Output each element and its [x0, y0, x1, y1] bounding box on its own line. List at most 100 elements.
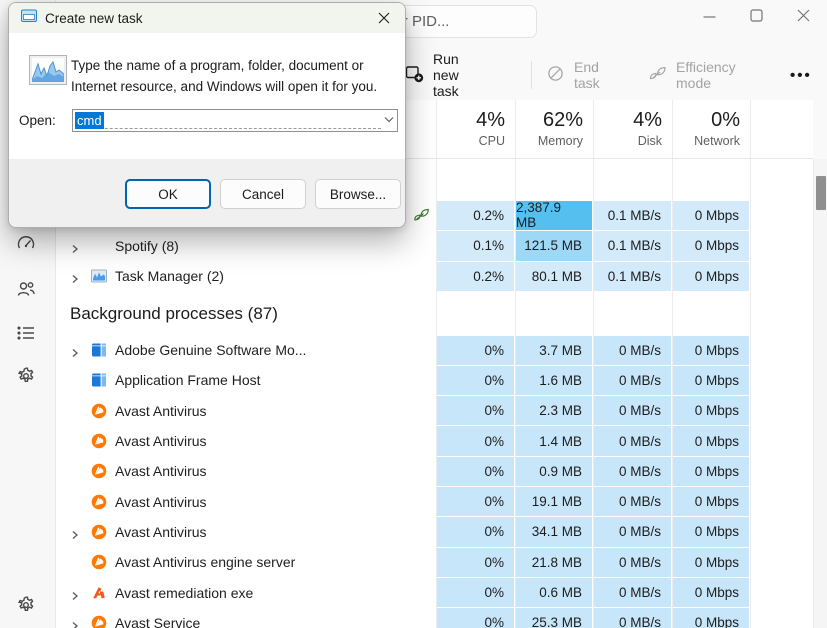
cpu-cell: 0.2% [437, 261, 514, 291]
efficiency-mode-icon [648, 64, 667, 86]
disk-cell: 0 MB/s [594, 335, 671, 365]
chevron-right-icon[interactable] [70, 345, 80, 358]
process-name: Avast Service [115, 614, 201, 628]
process-row[interactable]: Avast Antivirus 0% 19.1 MB 0 MB/s 0 Mbps [56, 487, 813, 517]
cpu-cell: 0% [437, 487, 514, 517]
process-rows: Background processes (87) 0.2% 2,387.9 MB… [56, 100, 813, 628]
cpu-cell: 0% [437, 365, 514, 396]
network-cell: 0 Mbps [673, 426, 749, 456]
process-row[interactable]: Avast Antivirus 0% 2.3 MB 0 MB/s 0 Mbps [56, 396, 813, 426]
ok-button[interactable]: OK [125, 179, 211, 209]
process-row[interactable]: Application Frame Host 0% 1.6 MB 0 MB/s 0 Mb… [56, 365, 813, 396]
dialog-title: Create new task [45, 10, 143, 26]
scrollbar-thumb[interactable] [816, 176, 826, 210]
dialog-app-icon [21, 9, 37, 28]
run-new-task-button[interactable]: Run new task [405, 51, 459, 99]
open-combobox[interactable]: cmd [72, 109, 398, 132]
column-header-cpu[interactable]: 4% CPU [436, 100, 515, 157]
process-row[interactable]: Adobe Genuine Software Mo... 0% 3.7 MB 0 MB… [56, 335, 813, 365]
column-header-disk[interactable]: 4% Disk [593, 100, 672, 157]
process-row[interactable]: Task Manager (2) 0.2% 80.1 MB 0.1 MB/s 0 Mbp… [56, 261, 813, 292]
network-cell: 0 Mbps [673, 335, 749, 365]
process-row[interactable]: 0.2% 2,387.9 MB 0.1 MB/s 0 Mbps [56, 200, 813, 230]
sidebar-item-users[interactable] [15, 278, 37, 300]
dialog-titlebar[interactable]: Create new task [9, 3, 405, 33]
process-name: Avast Antivirus [115, 433, 207, 450]
memory-cell: 1.6 MB [516, 365, 592, 396]
process-name-cell[interactable]: Avast Antivirus [56, 517, 435, 546]
dialog-close-icon[interactable] [375, 9, 393, 27]
cpu-cell: 0% [437, 517, 514, 547]
grid-line [593, 100, 594, 628]
memory-percent: 62% [542, 109, 583, 131]
process-name-cell[interactable]: Avast remediation exe [56, 578, 435, 607]
close-button[interactable] [795, 6, 811, 24]
process-name-cell[interactable]: Avast Antivirus [56, 396, 435, 425]
leaf-icon [412, 206, 430, 224]
cpu-cell: 0.2% [437, 200, 514, 230]
process-row[interactable]: Avast Service 0% 25.3 MB 0 MB/s 0 Mbps [56, 608, 813, 628]
process-name-cell[interactable]: Avast Antivirus [56, 457, 435, 486]
run-new-task-label: Run new task [433, 51, 459, 99]
cpu-cell: 0% [437, 335, 514, 365]
task-manager-chart-icon [29, 55, 67, 85]
grid-line [750, 100, 751, 628]
disk-percent: 4% [633, 109, 662, 131]
cancel-button[interactable]: Cancel [220, 179, 306, 209]
process-name-cell[interactable]: Avast Antivirus [56, 426, 435, 455]
end-task-button[interactable]: End task [546, 59, 600, 91]
chevron-right-icon[interactable] [70, 241, 80, 253]
sidebar-item-details[interactable] [15, 322, 37, 344]
avast-icon [91, 494, 107, 510]
process-row[interactable]: Spotify (8) 0.1% 121.5 MB 0.1 MB/s 0 Mbps [56, 231, 813, 261]
process-row[interactable]: Avast Antivirus 0% 34.1 MB 0 MB/s 0 Mbps [56, 517, 813, 547]
process-name-cell[interactable]: Task Manager (2) [56, 262, 435, 292]
cpu-cell: 0% [437, 396, 514, 426]
memory-cell: 2.3 MB [516, 396, 592, 426]
chevron-right-icon[interactable] [70, 618, 80, 628]
more-options-button[interactable]: ••• [790, 67, 812, 84]
chevron-right-icon[interactable] [70, 527, 80, 539]
process-name-cell[interactable]: Avast Service [56, 608, 435, 628]
run-new-task-icon [405, 64, 424, 86]
memory-cell: 34.1 MB [516, 517, 592, 547]
chevron-right-icon[interactable] [70, 271, 80, 284]
column-header-network[interactable]: 0% Network [672, 100, 750, 157]
efficiency-mode-button[interactable]: Efficiency mode [648, 59, 736, 91]
network-label: Network [694, 134, 740, 148]
process-name: Avast Antivirus [115, 523, 207, 540]
maximize-button[interactable] [748, 6, 764, 24]
process-row[interactable]: Avast Antivirus 0% 0.9 MB 0 MB/s 0 Mbps [56, 456, 813, 486]
sidebar-item-services[interactable] [15, 365, 37, 387]
network-cell: 0 Mbps [673, 261, 749, 291]
process-row[interactable]: Avast remediation exe 0% 0.6 MB 0 MB/s 0 Mbp… [56, 577, 813, 608]
chevron-down-icon[interactable] [384, 112, 394, 126]
sidebar-item-performance[interactable] [15, 233, 37, 255]
grid-line [672, 100, 673, 628]
background-processes-header: Background processes (87) [70, 303, 278, 323]
settings-icon[interactable] [15, 594, 37, 616]
disk-cell: 0.1 MB/s [594, 231, 671, 261]
dialog-message: Type the name of a program, folder, docu… [71, 55, 401, 97]
memory-cell: 1.4 MB [516, 426, 592, 456]
process-name-cell[interactable]: Spotify (8) [56, 231, 435, 261]
process-name-cell[interactable]: Avast Antivirus [56, 487, 435, 516]
avast-icon [91, 554, 107, 570]
browse-button[interactable]: Browse... [315, 179, 401, 209]
process-name-cell[interactable]: Avast Antivirus engine server [56, 548, 435, 577]
avast-icon [91, 524, 107, 540]
disk-cell: 0 MB/s [594, 608, 671, 628]
more-icon: ••• [790, 66, 812, 84]
process-row[interactable]: Avast Antivirus engine server 0% 21.8 MB 0 … [56, 547, 813, 577]
scrollbar[interactable] [813, 159, 827, 628]
network-cell: 0 Mbps [673, 517, 749, 547]
process-name-cell[interactable]: Application Frame Host [56, 366, 435, 395]
process-name-cell[interactable]: Adobe Genuine Software Mo... [56, 336, 435, 365]
avast-icon [91, 463, 107, 479]
column-header-memory[interactable]: 62% Memory [515, 100, 593, 157]
chevron-right-icon[interactable] [70, 588, 80, 600]
minimize-button[interactable] [701, 6, 717, 24]
process-row[interactable]: Avast Antivirus 0% 1.4 MB 0 MB/s 0 Mbps [56, 426, 813, 456]
cpu-cell: 0% [437, 577, 514, 608]
process-name: Avast remediation exe [115, 584, 254, 601]
